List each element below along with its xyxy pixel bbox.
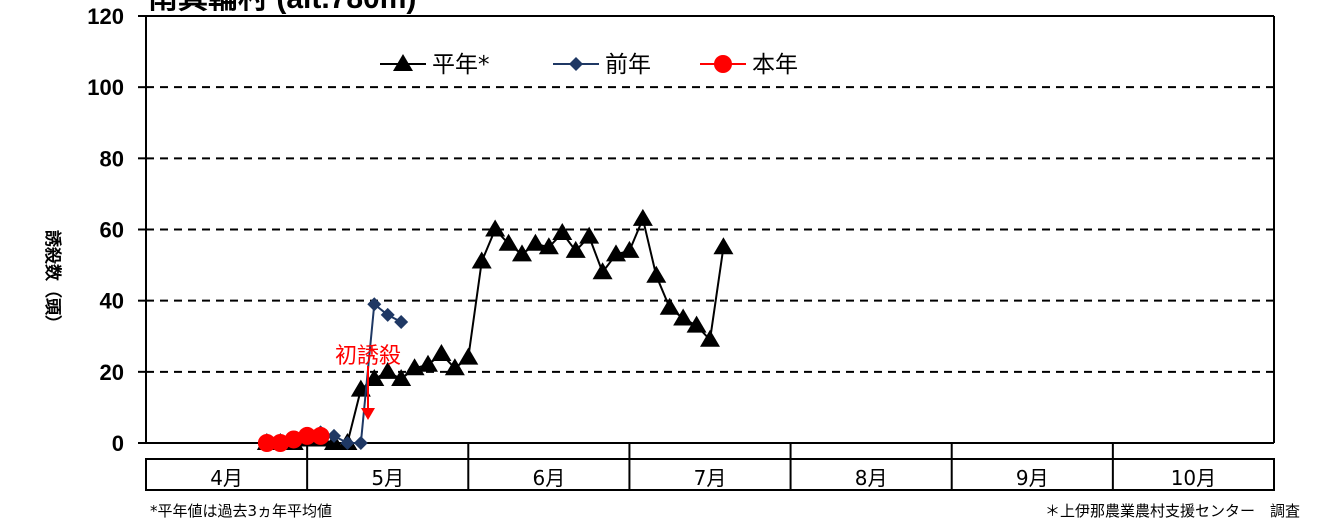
data-point: [646, 265, 667, 283]
data-point: [364, 368, 385, 386]
legend-item-0: 平年*: [380, 52, 490, 78]
data-point: [538, 237, 559, 255]
grid-lines: [146, 15, 1274, 373]
data-point: [579, 226, 600, 244]
month-label: 4月: [210, 466, 243, 490]
month-label: 7月: [694, 466, 727, 490]
data-point: [380, 307, 395, 322]
y-axis-label: 誘殺数（頭）: [42, 230, 63, 332]
month-label: 9月: [1016, 466, 1049, 490]
data-point: [394, 315, 409, 330]
footnote-right: ＊上伊那農業農村支援センター 調査: [1045, 502, 1300, 520]
annotation-arrow-head: [361, 408, 375, 420]
data-point: [714, 55, 732, 73]
data-point: [353, 436, 368, 450]
footnote-left: *平年値は過去3ヵ年平均値: [150, 502, 332, 520]
month-label: 10月: [1171, 466, 1216, 490]
data-point: [418, 354, 438, 372]
data-point: [619, 240, 640, 258]
data-point: [367, 297, 382, 312]
month-table-frame: [145, 458, 1275, 491]
data-point: [686, 315, 707, 333]
legend-label: 平年*: [432, 52, 490, 78]
chart-title: 南箕輪村 (alt.780m): [148, 0, 416, 15]
legend-item-1: 前年: [553, 52, 651, 78]
data-point: [377, 361, 398, 379]
y-tick-label: 100: [87, 75, 124, 100]
series-line: [266, 215, 725, 444]
y-tick-label: 0: [112, 431, 124, 456]
data-point: [471, 251, 492, 269]
series-0: [256, 208, 734, 450]
data-point: [569, 57, 583, 71]
data-point: [257, 434, 276, 452]
month-axis: 4月 5月 6月 7月 8月 9月 10月: [145, 443, 1275, 491]
data-point: [632, 208, 653, 226]
legend-label: 前年: [605, 52, 651, 78]
month-label: 6月: [532, 466, 565, 490]
data-point: [444, 358, 465, 376]
series-2: [257, 426, 330, 452]
data-point: [713, 237, 734, 255]
month-label: 8月: [855, 466, 888, 490]
legend-item-2: 本年: [700, 52, 798, 78]
legend-label: 本年: [752, 52, 798, 78]
y-tick-label: 80: [100, 146, 124, 171]
month-label: 5月: [371, 466, 404, 490]
data-point: [311, 426, 330, 445]
y-tick-label: 40: [100, 289, 124, 314]
y-tick-label: 120: [87, 4, 124, 29]
data-point: [298, 426, 317, 445]
data-point: [525, 233, 546, 251]
data-point: [512, 244, 532, 262]
y-tick-labels: 0 20 40 60 80 100 120: [87, 4, 146, 456]
y-tick-label: 20: [100, 360, 124, 385]
data-point: [391, 368, 412, 386]
series-layer: [256, 208, 734, 452]
data-point: [485, 219, 506, 237]
annotation-label: 初誘殺: [335, 344, 401, 369]
y-tick-label: 60: [100, 218, 124, 243]
data-point: [340, 436, 355, 450]
first-catch-annotation: 初誘殺: [335, 344, 401, 420]
data-point: [552, 223, 573, 241]
data-point: [565, 240, 586, 258]
legend: 平年* 前年 本年: [380, 52, 798, 78]
data-point: [393, 54, 413, 71]
data-point: [700, 329, 720, 347]
data-point: [673, 308, 694, 326]
data-point: [431, 344, 452, 362]
data-point: [659, 297, 680, 315]
data-point: [327, 428, 341, 443]
data-point: [498, 233, 519, 251]
data-point: [592, 262, 613, 280]
data-point: [458, 347, 479, 365]
